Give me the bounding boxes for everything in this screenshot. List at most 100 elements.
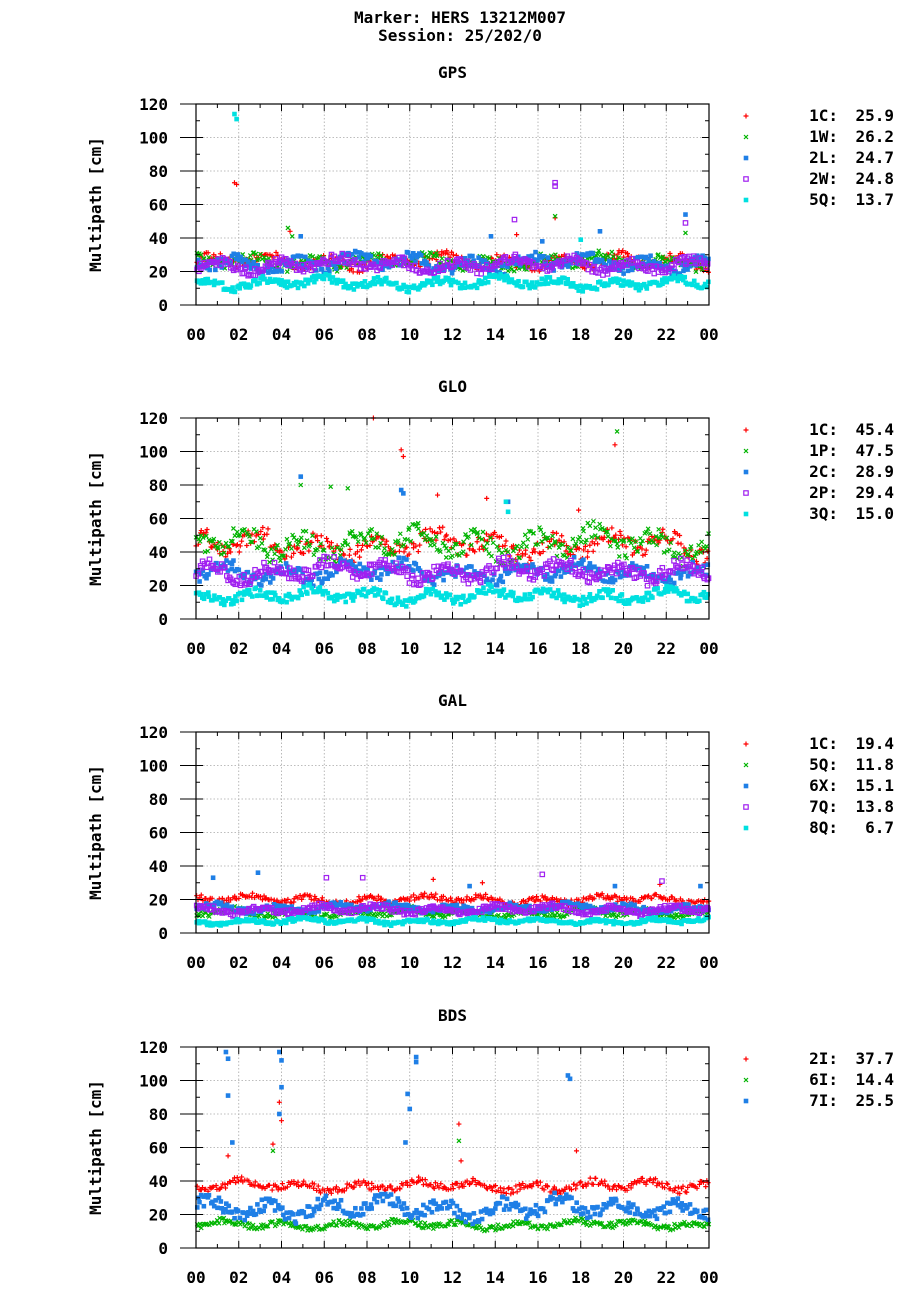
data-point [704, 260, 711, 267]
data-point [455, 262, 461, 268]
data-point [500, 543, 506, 549]
data-point [265, 590, 271, 595]
data-point [597, 589, 602, 594]
data-point [675, 540, 681, 546]
data-point [511, 268, 517, 274]
data-point [498, 573, 504, 579]
series-2w [194, 179, 711, 279]
data-point [346, 552, 352, 558]
data-point [496, 276, 502, 281]
data-point [342, 261, 348, 266]
data-point [447, 592, 453, 598]
x-tick-label: 00 [186, 639, 205, 658]
data-point [665, 265, 672, 272]
data-point [348, 285, 354, 290]
data-point [396, 548, 402, 554]
data-point [693, 269, 699, 275]
data-point [345, 485, 351, 491]
data-point [227, 258, 233, 265]
y-tick-label: 80 [149, 476, 168, 495]
data-point [613, 279, 618, 284]
data-point [472, 594, 477, 599]
data-point [541, 254, 546, 259]
data-point [360, 284, 366, 289]
data-points [194, 111, 712, 295]
data-point [616, 554, 622, 559]
data-point [258, 528, 264, 534]
data-point [544, 274, 549, 280]
data-point [388, 263, 393, 269]
data-point [616, 255, 622, 260]
data-point [682, 261, 689, 267]
y-tick-label: 120 [139, 409, 168, 428]
data-point [633, 285, 639, 291]
data-point [230, 285, 235, 290]
data-point [482, 280, 487, 286]
data-point [265, 259, 271, 266]
data-point [660, 526, 666, 532]
data-point [234, 116, 239, 122]
data-point [253, 585, 259, 591]
data-point [198, 528, 204, 534]
data-point [552, 252, 558, 258]
data-point [265, 526, 271, 532]
data-point [253, 251, 259, 257]
data-point [295, 545, 301, 551]
data-point [706, 279, 711, 285]
data-point [430, 876, 436, 882]
data-point [508, 259, 514, 266]
y-axis-label: Multipath [cm] [86, 451, 105, 586]
x-tick-label: 20 [614, 325, 633, 344]
data-point [490, 577, 495, 582]
data-point [433, 537, 439, 543]
y-tick-label: 120 [139, 95, 168, 114]
data-point [698, 883, 703, 889]
data-point [206, 254, 212, 260]
data-point [581, 528, 586, 534]
legend-label: 2W: [809, 169, 838, 188]
data-point [478, 271, 484, 277]
data-point [544, 572, 550, 577]
data-point [431, 542, 437, 548]
data-point [324, 535, 330, 541]
x-tick-label: 16 [528, 639, 547, 658]
data-point [444, 248, 450, 254]
data-point [354, 549, 360, 555]
data-point [328, 540, 334, 546]
data-point [358, 547, 364, 553]
legend-item-1c: 1C: 25.9 [743, 106, 894, 125]
data-point [429, 278, 434, 284]
data-point [441, 278, 447, 284]
data-point [197, 278, 202, 284]
data-point [243, 285, 249, 290]
data-point [555, 588, 561, 593]
data-point [459, 282, 465, 288]
data-point [404, 557, 409, 562]
data-point [324, 260, 330, 267]
data-point [378, 253, 384, 258]
data-point [682, 220, 689, 226]
data-point [394, 280, 399, 286]
data-point [375, 592, 381, 597]
data-point [422, 281, 428, 287]
data-point [519, 544, 524, 550]
data-point [197, 579, 202, 584]
data-point [638, 285, 643, 291]
x-tick-label: 10 [400, 639, 419, 658]
data-point [356, 255, 362, 260]
x-tick-label: 02 [229, 325, 248, 344]
data-point [533, 249, 538, 255]
data-point [609, 249, 615, 255]
data-point [236, 549, 242, 555]
data-point [590, 251, 596, 256]
data-point [236, 283, 241, 289]
data-point [655, 252, 661, 257]
y-tick-label: 40 [149, 229, 168, 248]
data-point [483, 265, 488, 271]
data-point [597, 521, 603, 527]
data-point [427, 269, 434, 276]
data-point [646, 257, 651, 263]
data-point [639, 254, 644, 260]
panel-title: GPS [438, 63, 467, 82]
data-point [565, 264, 571, 269]
